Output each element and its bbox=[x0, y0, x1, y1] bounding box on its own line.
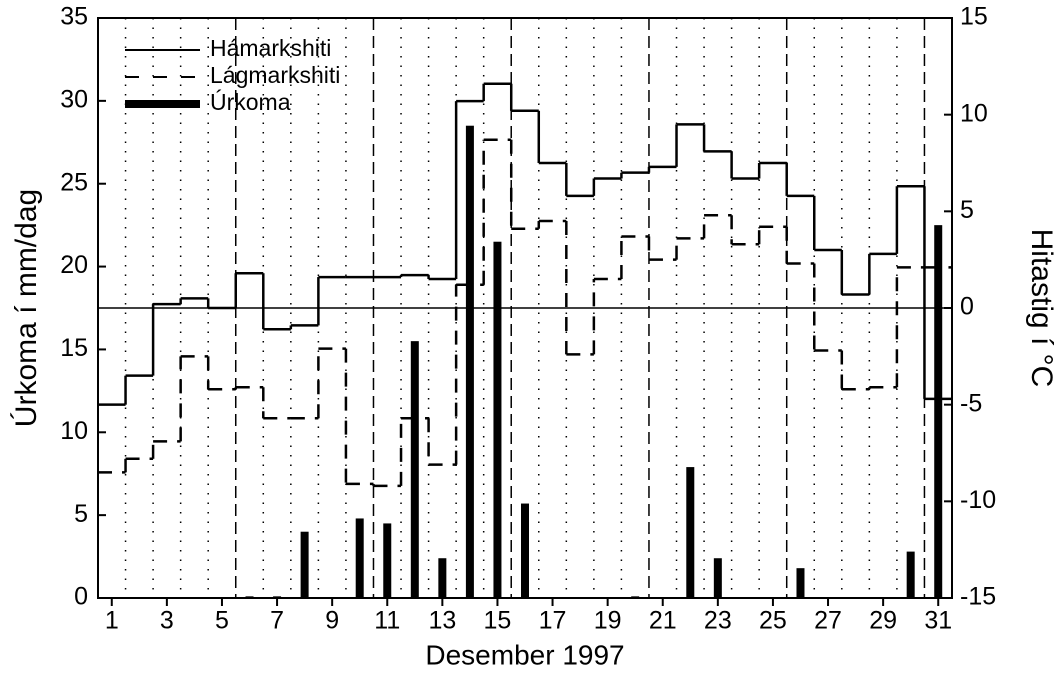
x-tick-label: 11 bbox=[374, 607, 400, 635]
x-tick-label: 27 bbox=[814, 607, 842, 635]
x-tick-label: 9 bbox=[325, 607, 339, 635]
x-tick-label: 23 bbox=[704, 607, 732, 635]
y-tick-label: 30 bbox=[60, 85, 88, 113]
y-tick-label: 10 bbox=[60, 417, 88, 445]
y-tick-label: 5 bbox=[74, 500, 88, 528]
precip-bar bbox=[355, 518, 364, 598]
y2-tick-label: 15 bbox=[960, 3, 988, 31]
y2-tick-label: 0 bbox=[960, 293, 974, 321]
precip-bar bbox=[906, 551, 915, 598]
y-tick-label: 15 bbox=[60, 334, 88, 362]
y-tick-label: 20 bbox=[60, 251, 88, 279]
y-axis-label: Úrkoma í mm/dag bbox=[10, 189, 43, 427]
x-tick-label: 13 bbox=[428, 607, 456, 635]
x-tick-label: 1 bbox=[105, 607, 119, 635]
x-tick-label: 31 bbox=[924, 607, 952, 635]
precip-bar bbox=[438, 558, 447, 598]
legend-label: Úrkoma bbox=[210, 89, 291, 115]
precip-bar bbox=[934, 225, 943, 598]
precip-bar bbox=[796, 568, 805, 598]
precip-bar bbox=[686, 467, 695, 598]
y2-tick-label: -15 bbox=[960, 583, 996, 611]
x-tick-label: 3 bbox=[160, 607, 174, 635]
legend-label: Lágmarkshiti bbox=[210, 62, 340, 88]
precip-bar bbox=[383, 523, 392, 598]
precip-bar bbox=[410, 341, 419, 598]
x-tick-label: 29 bbox=[869, 607, 897, 635]
plot-frame bbox=[97, 17, 953, 599]
x-tick-label: 21 bbox=[649, 607, 677, 635]
x-tick-label: 15 bbox=[484, 607, 512, 635]
y2-tick-label: 5 bbox=[960, 196, 974, 224]
y-tick-label: 35 bbox=[60, 3, 88, 31]
precip-bar bbox=[300, 531, 309, 598]
x-axis-label: Desember 1997 bbox=[425, 639, 624, 670]
precip-bar bbox=[493, 241, 502, 598]
x-tick-label: 19 bbox=[594, 607, 622, 635]
x-tick-label: 5 bbox=[215, 607, 229, 635]
x-tick-label: 25 bbox=[759, 607, 787, 635]
legend-label: Hámarkshiti bbox=[210, 35, 331, 61]
y2-tick-label: -5 bbox=[960, 389, 982, 417]
y2-tick-label: -10 bbox=[960, 486, 996, 514]
y-tick-label: 25 bbox=[60, 168, 88, 196]
y2-axis-label: Hitastig í °C bbox=[1025, 229, 1058, 388]
x-tick-label: 7 bbox=[270, 607, 284, 635]
precip-bar bbox=[713, 558, 722, 598]
precip-bar bbox=[465, 125, 474, 598]
x-tick-label: 17 bbox=[539, 607, 567, 635]
y-tick-label: 0 bbox=[74, 583, 88, 611]
y2-tick-label: 10 bbox=[960, 99, 988, 127]
precip-bar bbox=[521, 503, 529, 598]
